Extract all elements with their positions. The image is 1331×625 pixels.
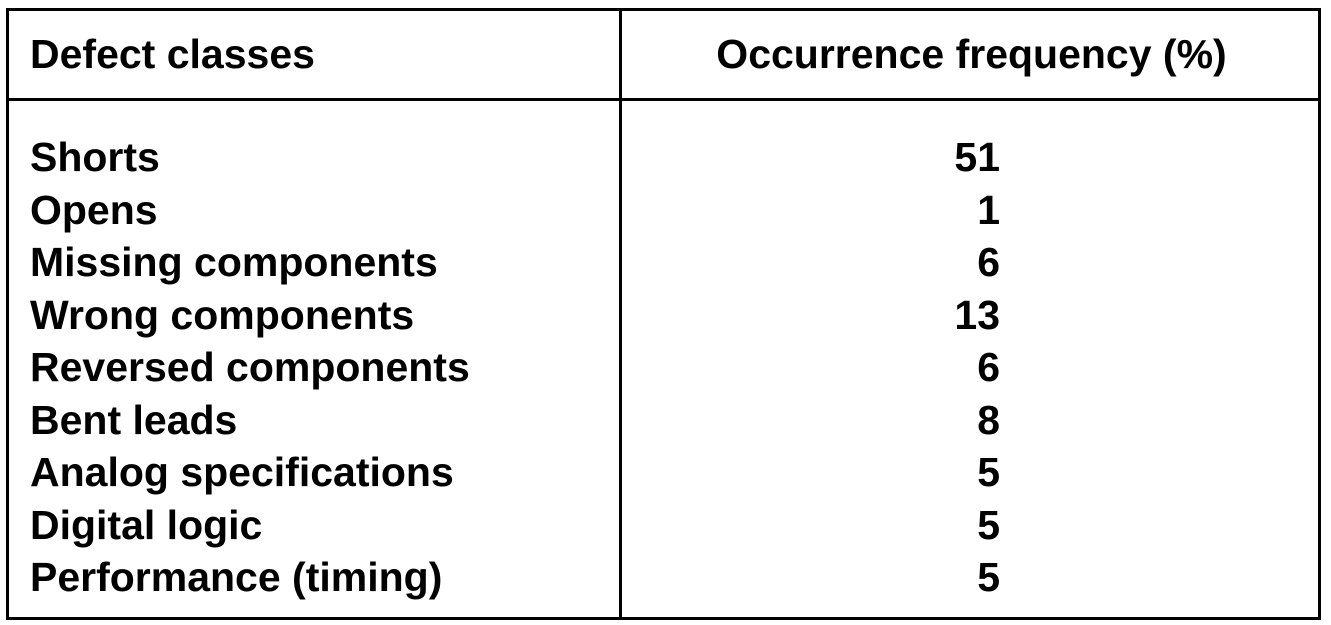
defect-class-label: Analog specifications	[30, 449, 454, 495]
defect-class-label: Wrong components	[30, 291, 415, 338]
occurrence-value: 5	[977, 554, 1000, 600]
header-occurrence-frequency: Occurrence frequency (%)	[716, 31, 1227, 77]
table-row: Reversed components 6	[9, 341, 1318, 394]
occurrence-value: 1	[977, 186, 1000, 233]
table-row: Bent leads 8	[9, 394, 1318, 447]
table-row: Opens 1	[9, 184, 1318, 237]
column-divider	[619, 11, 622, 617]
defect-class-label: Digital logic	[30, 501, 263, 548]
defect-frequency-table: Defect classes Occurrence frequency (%) …	[6, 8, 1321, 620]
defect-class-label: Opens	[30, 186, 158, 233]
defect-class-label: Shorts	[30, 134, 160, 180]
table-row: Analog specifications 5	[9, 446, 1318, 499]
defect-class-label: Missing components	[30, 239, 438, 285]
defect-class-label: Bent leads	[30, 396, 238, 443]
table-body: Shorts 51 Opens 1 Missing components 6 W…	[9, 131, 1318, 604]
header-defect-classes: Defect classes	[30, 31, 315, 77]
occurrence-value: 6	[977, 344, 1000, 390]
occurrence-value: 51	[954, 134, 1000, 180]
header-divider	[9, 98, 1318, 101]
table-row: Shorts 51	[9, 131, 1318, 184]
defect-class-label: Performance (timing)	[30, 554, 443, 600]
table-row: Digital logic 5	[9, 499, 1318, 552]
occurrence-value: 8	[977, 396, 1000, 443]
table-row: Performance (timing) 5	[9, 551, 1318, 604]
table-row: Missing components 6	[9, 236, 1318, 289]
table-row: Wrong components 13	[9, 289, 1318, 342]
occurrence-value: 13	[954, 291, 1000, 338]
occurrence-value: 5	[977, 449, 1000, 495]
occurrence-value: 5	[977, 501, 1000, 548]
defect-class-label: Reversed components	[30, 344, 470, 390]
occurrence-value: 6	[977, 239, 1000, 285]
